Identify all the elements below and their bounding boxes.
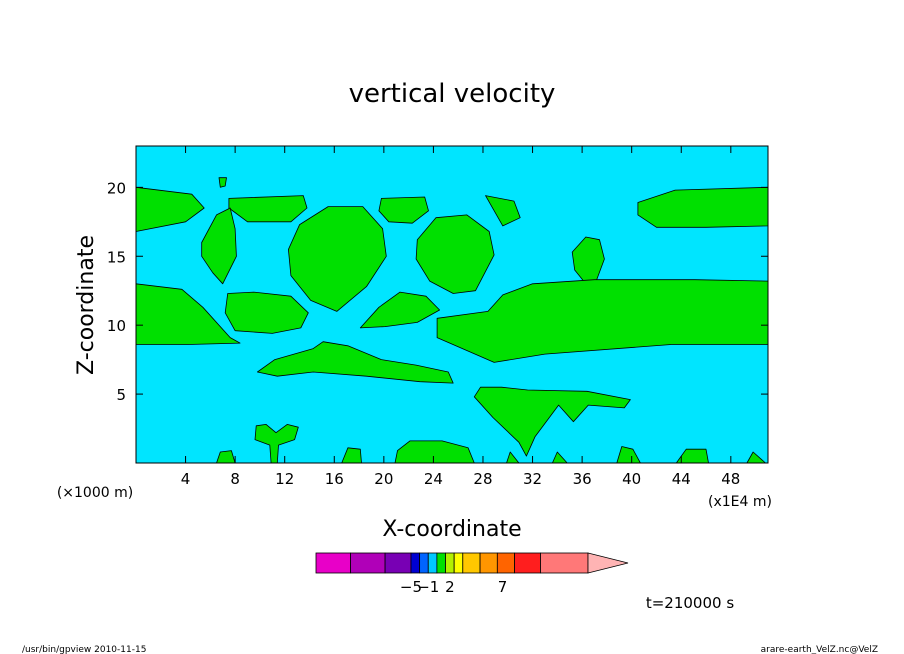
x-tick-label: 16 [325,470,344,488]
contour-region-sprout [254,423,299,464]
x-tick-label: 48 [721,470,740,488]
x-tick-label: 12 [275,470,294,488]
contour-region-upper-band-d [485,195,521,227]
y-tick-label: 15 [107,248,126,266]
y-tick-label: 10 [107,317,126,335]
x-tick-label: 8 [230,470,240,488]
contour-region-plume [473,386,631,457]
y-axis: 5 10 15 20 [107,179,768,404]
colorbar-swatch [496,552,516,574]
colorbar-swatch [384,552,412,574]
x-tick-label: 44 [672,470,691,488]
colorbar: −5−1 2 7 [315,552,629,596]
colorbar-extension [587,552,629,574]
x-axis: 4 8 12 16 20 24 28 32 36 40 44 48 [181,146,740,488]
contour-region-mid-c [359,291,441,329]
y-tick-label: 5 [116,386,126,404]
colorbar-swatch [462,552,481,574]
colorbar-swatch [479,552,498,574]
footer-left: /usr/bin/gpview 2010-11-15 [22,645,146,654]
x-scale-label: (x1E4 m) [708,494,772,510]
plot-frame [135,145,769,464]
colorbar-label: −5 [400,578,422,596]
colorbar-swatch [514,552,541,574]
contour-region-lens-left [201,207,237,285]
time-label: t=210000 s [646,594,734,612]
contour-region-lens-mid [287,206,387,312]
x-tick-label: 36 [573,470,592,488]
chart-title: vertical velocity [349,79,556,109]
colorbar-swatch [436,552,446,574]
colorbar-swatch [410,552,421,574]
colorbar-swatch [315,552,351,574]
x-tick-label: 4 [181,470,191,488]
x-tick-label: 28 [473,470,492,488]
colorbar-label: 2 [445,578,455,596]
x-tick-label: 40 [622,470,641,488]
colorbar-swatch [453,552,464,574]
colorbar-swatch [540,552,589,574]
colorbar-swatch [427,552,438,574]
colorbar-swatch [445,552,455,574]
colorbar-label: 7 [498,578,508,596]
contour-region-mid-b [224,291,309,334]
x-tick-label: 32 [523,470,542,488]
x-unit-label: (×1000 m) [57,485,133,501]
contour-region-streak [256,341,454,384]
x-tick-label: 20 [374,470,393,488]
contour-region-upper-band-left-a [218,177,227,188]
colorbar-label: −1 [417,578,439,596]
x-axis-title: X-coordinate [382,517,521,542]
y-axis-title: Z-coordinate [74,235,99,375]
plot-area [135,145,769,464]
contour-region-upper-band-c [378,196,429,224]
colorbar-swatch [419,552,429,574]
contour-region-drop-right [571,236,605,285]
contour-region-upper-band-b [228,195,308,223]
contour-region-lens-right [415,214,495,294]
x-tick-label: 24 [424,470,443,488]
y-tick-label: 20 [107,179,126,197]
contour-region-upper-band-right [637,186,769,228]
contour-region-mid-left [135,283,241,345]
footer-right: arare-earth_VelZ.nc@VelZ [761,645,878,654]
colorbar-swatch [350,552,386,574]
